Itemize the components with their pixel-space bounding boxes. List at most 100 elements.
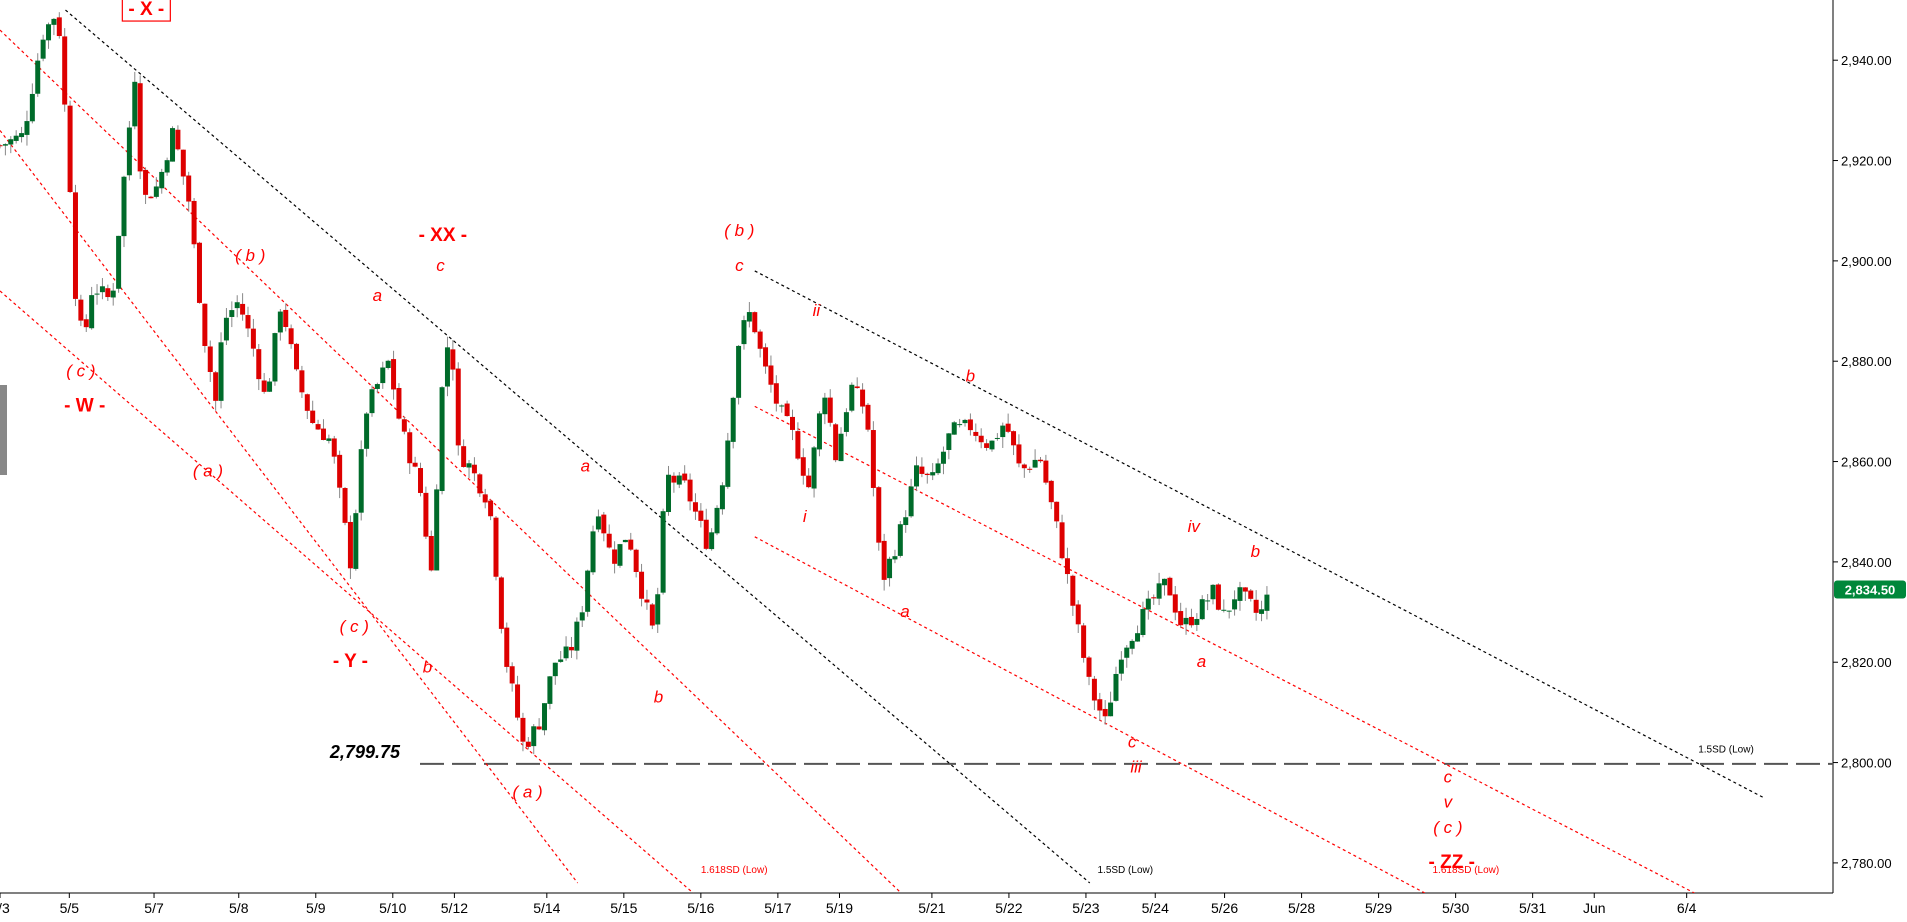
wave-label: ( a ) — [512, 783, 542, 802]
candle-body — [692, 502, 698, 512]
y-tick-label: 2,800.00 — [1841, 756, 1892, 771]
candle-body — [272, 333, 278, 382]
candle-body — [320, 428, 326, 441]
x-tick-label: 5/10 — [379, 900, 406, 916]
left-panel-tab[interactable] — [0, 385, 7, 475]
channel-line — [0, 130, 579, 884]
candle-body — [1129, 640, 1135, 649]
candle-body — [369, 389, 375, 414]
candle-body — [207, 346, 213, 372]
candle-body — [1059, 522, 1065, 559]
x-tick-label: 5/26 — [1211, 900, 1238, 916]
x-tick-label: 5/5 — [60, 900, 80, 916]
candle-body — [234, 302, 240, 309]
candle-body — [326, 438, 332, 441]
y-tick-label: 2,880.00 — [1841, 354, 1892, 369]
candle-body — [1005, 423, 1011, 432]
x-tick-label: 5/17 — [764, 900, 791, 916]
candle-body — [261, 380, 267, 392]
candle-body — [1145, 598, 1151, 610]
candle-body — [563, 646, 569, 659]
candle-body — [601, 514, 607, 534]
candle-body — [515, 684, 521, 718]
candle-body — [676, 475, 682, 485]
candle-body — [984, 443, 990, 448]
candle-body — [450, 349, 456, 370]
candle-body — [811, 447, 817, 489]
candle-body — [164, 160, 170, 173]
candle-body — [353, 513, 359, 569]
candle-body — [552, 662, 558, 677]
candle-body — [989, 440, 995, 450]
candle-body — [471, 464, 477, 474]
candle-body — [768, 365, 774, 385]
candle-body — [62, 36, 68, 105]
candle-body — [1259, 609, 1265, 614]
candle-body — [94, 293, 100, 295]
candle-body — [331, 438, 337, 457]
wave-label: i — [803, 507, 808, 526]
candle-body — [967, 419, 973, 431]
candle-body — [703, 519, 709, 549]
candle-body — [1167, 577, 1173, 596]
candle-body — [1215, 584, 1221, 610]
candle-body — [1037, 459, 1043, 462]
wave-label: b — [966, 366, 975, 385]
candle-body — [800, 457, 806, 476]
candle-body — [957, 424, 963, 426]
candle-body — [962, 419, 968, 424]
wave-label: c — [1444, 768, 1453, 787]
candle-body — [1043, 460, 1049, 483]
candle-body — [1221, 609, 1227, 611]
candle-body — [2, 144, 8, 146]
candle-body — [1097, 699, 1103, 711]
candle-body — [946, 433, 952, 450]
candle-body — [671, 475, 677, 483]
candle-body — [444, 347, 450, 387]
y-tick-label: 2,940.00 — [1841, 53, 1892, 68]
candle-body — [0, 145, 3, 147]
candle-body — [126, 127, 132, 176]
wave-label: - XX - — [419, 225, 468, 246]
candle-body — [428, 535, 434, 571]
candle-body — [493, 517, 499, 577]
x-tick-label: 5/28 — [1288, 900, 1315, 916]
x-tick-label: 5/12 — [441, 900, 468, 916]
candle-body — [1124, 647, 1130, 658]
candle-body — [606, 533, 612, 548]
candle-body — [245, 315, 251, 329]
candle-body — [46, 24, 52, 41]
candle-body — [682, 473, 688, 481]
wave-label: a — [1197, 652, 1206, 671]
x-tick-label: 5/22 — [995, 900, 1022, 916]
y-tick-label: 2,920.00 — [1841, 154, 1892, 169]
candle-body — [741, 320, 747, 345]
wave-label: ( b ) — [235, 246, 265, 265]
candle-body — [903, 517, 909, 526]
candle-body — [132, 81, 138, 127]
candle-body — [267, 381, 273, 392]
wave-label: ( b ) — [724, 221, 754, 240]
candle-body — [639, 571, 645, 599]
candle-body — [617, 544, 623, 566]
candle-body — [29, 93, 35, 122]
candle-body — [1161, 578, 1167, 586]
wave-label: ( a ) — [193, 462, 223, 481]
channel-note: 1.618SD (Low) — [1433, 865, 1500, 876]
candle-body — [833, 424, 839, 461]
candle-body — [83, 319, 89, 328]
candle-body — [887, 558, 893, 579]
candle-body — [633, 549, 639, 572]
candle-body — [374, 384, 380, 389]
channel-note: 1.5SD (Low) — [1097, 865, 1153, 876]
candle-body — [795, 431, 801, 459]
channel-note: 1.5SD (Low) — [1698, 745, 1754, 756]
candle-body — [423, 492, 429, 537]
candle-body — [531, 726, 537, 747]
candle-body — [105, 288, 111, 298]
candle-body — [1021, 464, 1027, 469]
candle-body — [277, 311, 283, 333]
candle-body — [924, 473, 930, 476]
candle-body — [1091, 678, 1097, 701]
